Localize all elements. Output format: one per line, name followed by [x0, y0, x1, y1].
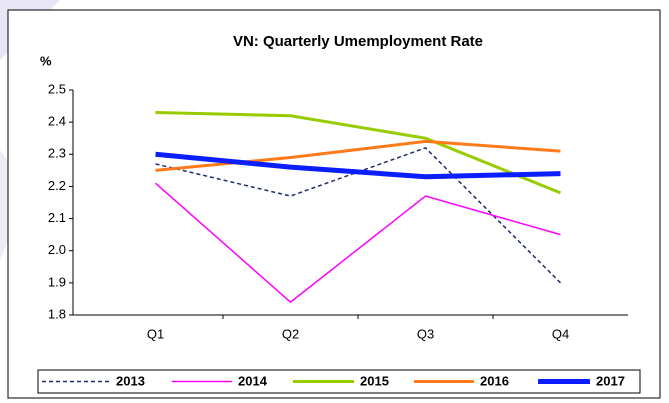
series-line [155, 151, 561, 180]
x-tick-label: Q2 [282, 326, 299, 341]
series-line [155, 111, 562, 195]
chart-frame [7, 9, 661, 399]
y-tick-label: 2.2 [48, 178, 66, 193]
y-tick-label: 2.5 [48, 81, 66, 96]
legend-label: 2015 [360, 373, 389, 388]
legend-label: 2013 [116, 373, 145, 388]
series-line [155, 139, 561, 172]
y-tick-label: 2.0 [48, 242, 66, 257]
series-line [155, 182, 561, 304]
y-tick-label: 2.3 [48, 146, 66, 161]
legend-label: 2014 [238, 373, 268, 388]
chart-title: VN: Quarterly Umemployment Rate [233, 33, 483, 50]
y-tick-label: 2.1 [48, 210, 66, 225]
y-tick-label: 1.8 [48, 306, 66, 321]
x-tick-label: Q3 [417, 326, 434, 341]
legend-label: 2017 [596, 373, 625, 388]
legend-label: 2016 [480, 373, 509, 388]
x-tick-label: Q4 [552, 326, 569, 341]
y-tick-label: 1.9 [48, 274, 66, 289]
y-axis-label: % [40, 53, 52, 68]
x-tick-label: Q1 [147, 326, 164, 341]
y-tick-label: 2.4 [48, 114, 66, 129]
